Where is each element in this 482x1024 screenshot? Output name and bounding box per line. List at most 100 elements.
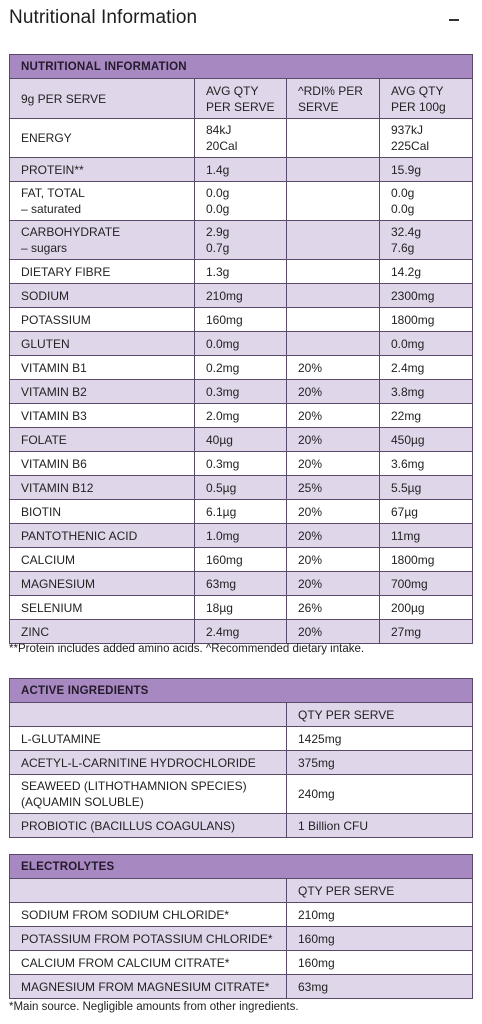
- nutrient-per-serve: 210mg: [194, 283, 287, 308]
- nutrient-name: SELENIUM: [9, 595, 195, 620]
- table-row: POTASSIUM 160mg 1800mg: [9, 307, 474, 332]
- nutrient-per-100g: 27mg: [378, 619, 474, 644]
- table-row: GLUTEN 0.0mg 0.0mg: [9, 331, 474, 356]
- nutrient-per-serve: 84kJ 20Cal: [194, 118, 287, 158]
- table-row: MAGNESIUM FROM MAGNESIUM CITRATE* 63mg: [9, 974, 474, 999]
- table-row: BIOTIN 6.1µg 20% 67µg: [9, 499, 474, 524]
- electrolytes-footnote: *Main source. Negligible amounts from ot…: [9, 1001, 299, 1013]
- nutrient-per-serve: 0.3mg: [194, 379, 287, 404]
- nutrient-per-100g: 450µg: [378, 427, 474, 452]
- ingredient-qty: 1425mg: [286, 726, 473, 751]
- nutrient-per-100g: 2.4mg: [378, 355, 474, 380]
- nutrient-name: PANTOTHENIC ACID: [9, 523, 195, 548]
- table-row: ZINC 2.4mg 20% 27mg: [9, 619, 474, 644]
- table-row: FOLATE 40µg 20% 450µg: [9, 427, 474, 452]
- nutrition-section-header: NUTRITIONAL INFORMATION: [8, 54, 474, 79]
- active-ingredients-table: ACTIVE INGREDIENTS QTY PER SERVE L-GLUTA…: [9, 678, 473, 838]
- nutrient-name: BIOTIN: [9, 499, 195, 524]
- nutrient-per-serve: 2.9g 0.7g: [194, 220, 287, 260]
- collapse-minus-icon[interactable]: [449, 19, 459, 21]
- table-row: PROBIOTIC (BACILLUS COAGULANS) 1 Billion …: [9, 813, 473, 838]
- table-row: CALCIUM FROM CALCIUM CITRATE* 160mg: [9, 950, 474, 975]
- nutrient-per-100g: 0.0g 0.0g: [378, 181, 474, 221]
- nutrient-per-serve: 2.4mg: [194, 619, 287, 644]
- nutrient-per-100g: 937kJ 225Cal: [378, 118, 474, 158]
- nutrient-name: CARBOHYDRATE – sugars: [9, 220, 195, 260]
- nutrient-name: VITAMIN B12: [9, 475, 195, 500]
- electrolyte-qty: 210mg: [285, 902, 474, 927]
- table-row: CARBOHYDRATE – sugars 2.9g 0.7g 32.4g 7.6g: [9, 220, 474, 260]
- ingredient-qty: 240mg: [286, 774, 473, 814]
- nutrient-rdi: 20%: [286, 379, 380, 404]
- nutrient-rdi: 20%: [286, 547, 380, 572]
- nutrient-rdi: 20%: [286, 451, 380, 476]
- nutrient-rdi: 20%: [286, 403, 380, 428]
- nutrient-rdi: [286, 283, 380, 308]
- nutrient-name: CALCIUM: [9, 547, 195, 572]
- nutrient-name: MAGNESIUM: [9, 571, 195, 596]
- nutrient-per-100g: 67µg: [378, 499, 474, 524]
- nutrient-rdi: 20%: [286, 619, 380, 644]
- nutrient-per-serve: 160mg: [194, 547, 287, 572]
- nutrient-per-100g: 0.0mg: [378, 331, 474, 356]
- col-header-avg-100g: AVG QTY PER 100g: [378, 78, 474, 119]
- nutrition-column-headers: 9g PER SERVE AVG QTY PER SERVE ^RDI% PER…: [9, 78, 474, 119]
- nutrient-per-100g: 1800mg: [378, 547, 474, 572]
- nutrient-rdi: [286, 220, 380, 260]
- table-row: SODIUM 210mg 2300mg: [9, 283, 474, 308]
- col-header-serve-size: 9g PER SERVE: [9, 78, 195, 119]
- electrolytes-section-header: ELECTROLYTES: [8, 854, 474, 879]
- ingredient-qty: 375mg: [286, 750, 473, 775]
- nutrient-per-serve: 1.3g: [194, 259, 287, 284]
- nutrient-per-100g: 14.2g: [378, 259, 474, 284]
- electrolyte-qty: 160mg: [285, 950, 474, 975]
- nutrient-per-100g: 3.8mg: [378, 379, 474, 404]
- nutrient-rdi: [286, 331, 380, 356]
- nutrient-rdi: [286, 307, 380, 332]
- nutrient-per-serve: 6.1µg: [194, 499, 287, 524]
- nutrient-per-100g: 11mg: [378, 523, 474, 548]
- nutrient-per-serve: 63mg: [194, 571, 287, 596]
- nutrient-name: GLUTEN: [9, 331, 195, 356]
- nutrient-name: VITAMIN B1: [9, 355, 195, 380]
- nutrient-name: SODIUM: [9, 283, 195, 308]
- electrolytes-section-title: ELECTROLYTES: [8, 854, 474, 879]
- accordion-header[interactable]: Nutritional Information: [0, 0, 482, 40]
- nutrient-per-serve: 1.0mg: [194, 523, 287, 548]
- ingredient-qty: 1 Billion CFU: [286, 813, 473, 838]
- nutrition-footnote: **Protein includes added amino acids. ^R…: [9, 643, 365, 655]
- table-row: PROTEIN** 1.4g 15.9g: [9, 157, 474, 182]
- table-row: DIETARY FIBRE 1.3g 14.2g: [9, 259, 474, 284]
- electrolytes-col-blank: [9, 878, 287, 903]
- nutrient-per-100g: 32.4g 7.6g: [378, 220, 474, 260]
- electrolyte-name: SODIUM FROM SODIUM CHLORIDE*: [9, 902, 287, 927]
- active-column-headers: QTY PER SERVE: [9, 702, 473, 727]
- nutrient-per-100g: 15.9g: [378, 157, 474, 182]
- table-row: VITAMIN B1 0.2mg 20% 2.4mg: [9, 355, 474, 380]
- electrolytes-col-qty: QTY PER SERVE: [285, 878, 474, 903]
- table-row: VITAMIN B6 0.3mg 20% 3.6mg: [9, 451, 474, 476]
- nutrient-per-100g: 2300mg: [378, 283, 474, 308]
- ingredient-name: L-GLUTAMINE: [9, 726, 287, 751]
- nutrient-name: PROTEIN**: [9, 157, 195, 182]
- nutrient-per-100g: 5.5µg: [378, 475, 474, 500]
- table-row: L-GLUTAMINE 1425mg: [9, 726, 473, 751]
- table-row: ACETYL-L-CARNITINE HYDROCHLORIDE 375mg: [9, 750, 473, 775]
- table-row: POTASSIUM FROM POTASSIUM CHLORIDE* 160mg: [9, 926, 474, 951]
- active-col-qty: QTY PER SERVE: [286, 702, 473, 727]
- table-row: SEAWEED (LITHOTHAMNION SPECIES) (AQUAMIN…: [9, 774, 473, 814]
- nutrient-per-serve: 0.5µg: [194, 475, 287, 500]
- nutrient-rdi: 20%: [286, 499, 380, 524]
- table-row: VITAMIN B12 0.5µg 25% 5.5µg: [9, 475, 474, 500]
- nutrient-per-serve: 18µg: [194, 595, 287, 620]
- nutrient-rdi: 20%: [286, 427, 380, 452]
- nutrient-name: VITAMIN B2: [9, 379, 195, 404]
- page-title: Nutritional Information: [9, 7, 198, 28]
- nutrient-rdi: 25%: [286, 475, 380, 500]
- nutrient-name: VITAMIN B6: [9, 451, 195, 476]
- nutrient-name: FOLATE: [9, 427, 195, 452]
- active-section-header: ACTIVE INGREDIENTS: [9, 678, 473, 703]
- nutrient-name: VITAMIN B3: [9, 403, 195, 428]
- electrolytes-table: ELECTROLYTES QTY PER SERVE SODIUM FROM S…: [8, 854, 474, 999]
- electrolyte-qty: 160mg: [285, 926, 474, 951]
